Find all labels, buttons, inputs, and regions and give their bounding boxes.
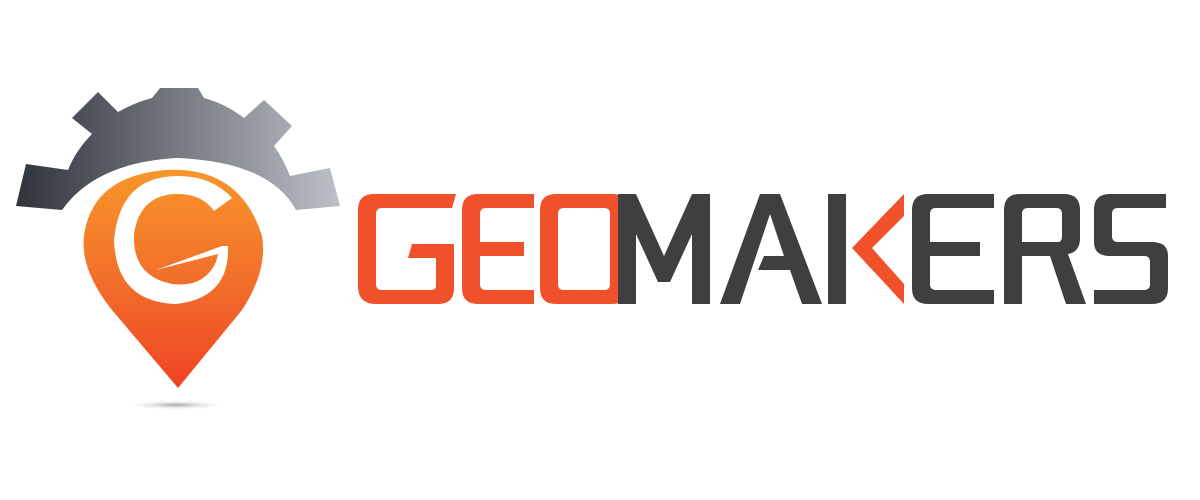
location-pin-icon <box>83 169 264 388</box>
letter-m <box>618 194 710 304</box>
letter-k <box>828 194 904 304</box>
letter-e <box>462 194 534 304</box>
letter-e-2 <box>912 194 994 304</box>
letter-g <box>358 194 456 304</box>
letter-a <box>720 194 822 304</box>
letter-s <box>1094 194 1168 304</box>
letter-o <box>540 194 628 304</box>
gear-icon <box>16 88 340 210</box>
gear-location-pin-icon <box>16 88 340 410</box>
pin-shadow <box>122 400 230 410</box>
letter-r <box>1004 194 1086 304</box>
